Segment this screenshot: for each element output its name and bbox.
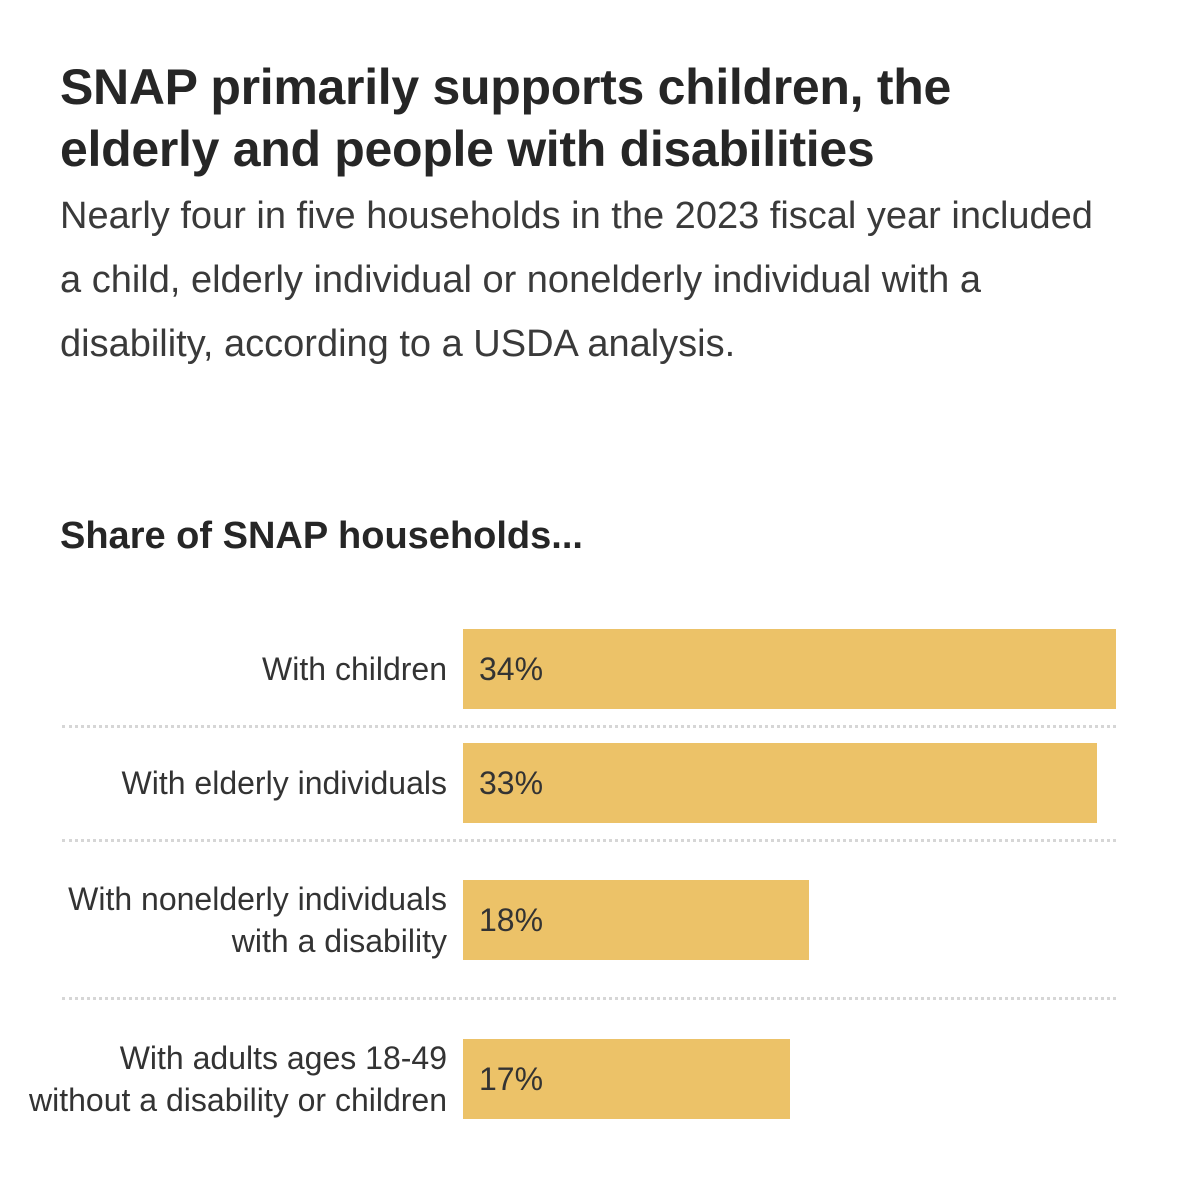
- page-subtitle: Nearly four in five households in the 20…: [60, 195, 1093, 365]
- bar: [463, 1039, 790, 1119]
- page-title: SNAP primarily supports children, the el…: [60, 59, 951, 177]
- row-divider: [62, 725, 1116, 728]
- category-label: With nonelderly individuals with a disab…: [68, 881, 447, 959]
- bar-value-label: 34%: [479, 651, 544, 687]
- bar: [463, 743, 1097, 823]
- bar-value-label: 17%: [479, 1061, 544, 1097]
- row-divider: [62, 839, 1116, 842]
- category-label: With elderly individuals: [121, 765, 447, 801]
- row-divider: [62, 997, 1116, 1000]
- page: SNAP primarily supports children, the el…: [60, 56, 1120, 376]
- bar: [463, 629, 1116, 709]
- bar-value-label: 33%: [479, 765, 544, 801]
- bar: [463, 880, 809, 960]
- category-label: With adults ages 18-49 without a disabil…: [29, 1040, 447, 1118]
- category-label: With children: [262, 651, 447, 687]
- bar-value-label: 18%: [479, 902, 544, 938]
- chart-title: Share of SNAP households...: [60, 515, 583, 557]
